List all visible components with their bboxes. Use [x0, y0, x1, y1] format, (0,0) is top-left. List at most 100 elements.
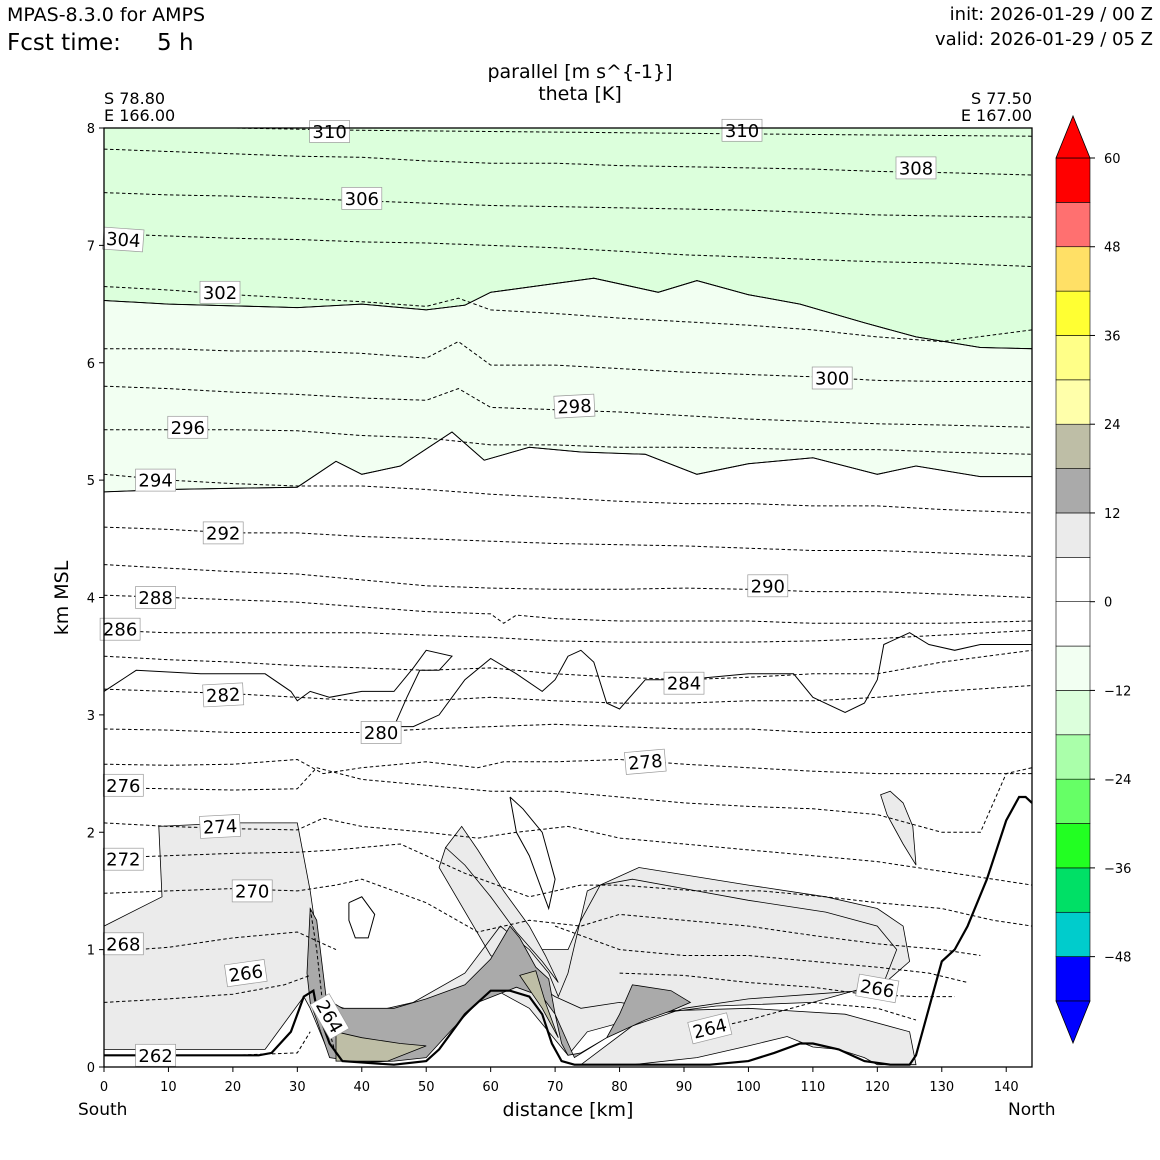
x-tick-label: 10 [160, 1080, 177, 1095]
y-tick-label: 6 [87, 357, 95, 372]
colorbar-tick-label: −12 [1104, 684, 1131, 699]
theta-label-box [663, 671, 705, 695]
colorbar-tick-label: −24 [1104, 773, 1131, 788]
colorbar-bin [1055, 690, 1091, 736]
theta-label-box [102, 226, 145, 253]
theta-label-box [224, 959, 268, 988]
colorbar-tick-label: 48 [1104, 241, 1121, 256]
colorbar-bin [1055, 956, 1091, 1002]
x-tick-label: 50 [418, 1080, 435, 1095]
theta-label-box [135, 468, 176, 492]
speed-contour [104, 431, 1032, 493]
theta-label-box [102, 773, 144, 797]
model-name: MPAS-8.3.0 for AMPS [7, 4, 206, 26]
y-tick-label: 1 [87, 944, 95, 959]
theta-contour-296 [104, 429, 1032, 455]
theta-label-text: 274 [202, 816, 237, 839]
theta-contour-290 [104, 564, 1032, 598]
colorbar-tick-label: −36 [1104, 862, 1131, 877]
colorbar-bin [1055, 468, 1091, 514]
theta-label-box [687, 1012, 733, 1045]
right-lon: E 167.00 [960, 106, 1032, 125]
fill-region [335, 1031, 427, 1062]
theta-contour-276 [104, 767, 1032, 833]
theta-label: 262 [135, 1043, 176, 1067]
y-tick-label: 2 [87, 826, 95, 841]
fill-region [519, 970, 559, 1038]
valid-time: valid: 2026-01-29 / 05 Z [935, 29, 1153, 50]
theta-label: 278 [624, 748, 667, 775]
x-tick-label: 0 [100, 1080, 108, 1095]
theta-label: 294 [135, 468, 176, 492]
theta-contour-270 [104, 878, 981, 956]
x-tick-label: 130 [929, 1080, 954, 1095]
theta-label: 280 [360, 721, 402, 744]
theta-label-text: 306 [345, 189, 379, 210]
theta-label-text: 284 [667, 674, 701, 695]
left-lat: S 78.80 [104, 89, 166, 108]
x-tick-label: 70 [547, 1080, 564, 1095]
colorbar-bin [1055, 423, 1091, 469]
theta-contour-292 [104, 526, 1032, 557]
theta-label-text: 296 [171, 418, 205, 439]
theta-label: 266 [224, 959, 268, 988]
x-tick-label: 80 [611, 1080, 628, 1095]
speed-contour [104, 277, 1032, 350]
fill-field-title: parallel [m s^{-1}] [487, 61, 673, 83]
theta-label: 288 [135, 586, 176, 609]
direction-south: South [78, 1100, 128, 1120]
theta-label-box [167, 415, 209, 439]
fcst-time-value: 5 h [157, 30, 194, 56]
colorbar-bin [1055, 823, 1091, 869]
x-axis-title: distance [km] [502, 1099, 634, 1121]
direction-north: North [1008, 1100, 1056, 1120]
theta-label-box [202, 521, 244, 545]
theta-label: 304 [102, 226, 145, 253]
theta-label-text: 272 [106, 850, 140, 871]
contour-field-title: theta [K] [538, 83, 622, 105]
theta-label: 282 [202, 682, 245, 708]
theta-contour-284 [104, 649, 1032, 681]
theta-label-text: 276 [106, 776, 140, 797]
theta-label-text: 270 [235, 881, 269, 902]
theta-contour-268 [104, 931, 337, 953]
theta-contour-288 [104, 594, 1032, 624]
colorbar-bin [1055, 512, 1091, 558]
theta-contour-272 [104, 843, 1032, 927]
theta-label: 272 [102, 847, 144, 871]
theta-label-box [199, 814, 241, 839]
theta-contour-278 [104, 758, 1032, 775]
x-tick-label: 100 [736, 1080, 761, 1095]
speed-contour [348, 896, 376, 939]
theta-label-box [855, 973, 900, 1004]
colorbar-bin [1055, 202, 1091, 248]
fill-region [445, 825, 559, 983]
colorbar-bin [1055, 246, 1091, 292]
theta-label: 266 [855, 973, 900, 1004]
theta-label-box [341, 187, 383, 210]
theta-label-text: 266 [227, 961, 264, 987]
x-tick-label: 20 [225, 1080, 242, 1095]
theta-label: 310 [309, 120, 350, 143]
theta-label-box [135, 1043, 176, 1067]
theta-label-text: 262 [138, 1046, 172, 1067]
theta-label: 268 [102, 932, 144, 955]
colorbar-tick-label: 24 [1104, 418, 1121, 433]
theta-label-text: 302 [203, 283, 237, 304]
theta-contour-282 [104, 685, 1032, 704]
x-tick-label: 110 [800, 1080, 825, 1095]
colorbar-bin [1055, 645, 1091, 691]
theta-label-text: 286 [103, 620, 137, 641]
x-tick-label: 30 [289, 1080, 306, 1095]
theta-label-box [811, 366, 853, 390]
x-tick-label: 140 [994, 1080, 1019, 1095]
theta-contour-302 [104, 286, 1032, 343]
theta-label-box [747, 574, 789, 598]
theta-contour-286 [104, 629, 1032, 643]
theta-label-text: 292 [206, 523, 240, 544]
theta-label: 292 [202, 521, 244, 545]
theta-contour-306 [104, 192, 1032, 218]
theta-label-text: 310 [725, 121, 759, 142]
y-tick-label: 0 [87, 1061, 95, 1076]
